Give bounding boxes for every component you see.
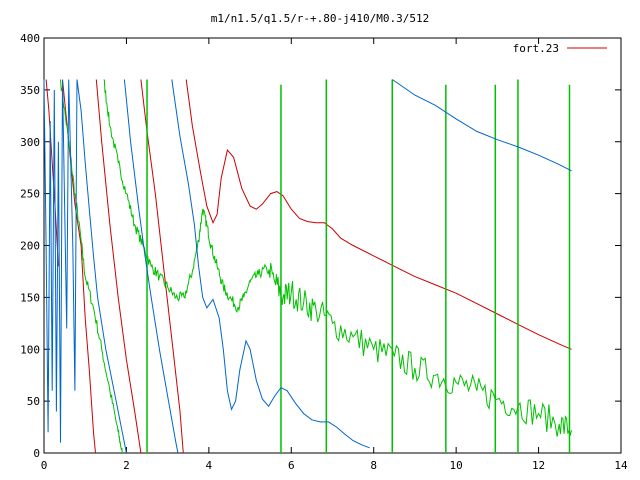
plot-frame: [43, 37, 622, 454]
y-tick-label: 350: [20, 84, 40, 97]
y-tick-label: 400: [20, 32, 40, 45]
legend-label: fort.23: [513, 42, 559, 55]
x-tick-label: 12: [532, 459, 545, 472]
x-tick-label: 6: [288, 459, 295, 472]
series-line: [103, 79, 572, 437]
series-line: [76, 79, 127, 454]
series-2: [43, 79, 572, 454]
y-tick-label: 150: [20, 291, 40, 304]
series-line: [392, 79, 572, 172]
x-tick-label: 10: [450, 459, 463, 472]
series-line: [95, 79, 142, 454]
series-0: [45, 79, 572, 454]
series-line: [123, 79, 179, 454]
y-tick-label: 300: [20, 136, 40, 149]
chart-title: m1/n1.5/q1.5/r-+.80-j410/M0.3/512: [211, 12, 430, 25]
axes: 0 2 4 6 8 10 12 14 0 50 100 150 200 250 300 350 400: [20, 32, 628, 472]
y-tick-label: 250: [20, 188, 40, 201]
y-tick-label: 50: [27, 395, 40, 408]
series-line: [171, 79, 370, 449]
series-layer: [43, 79, 572, 454]
series-1: [60, 79, 572, 454]
x-tick-label: 14: [614, 459, 628, 472]
x-tick-label: 0: [41, 459, 48, 472]
y-tick-label: 0: [33, 447, 40, 460]
x-tick-label: 2: [123, 459, 130, 472]
y-tick-label: 100: [20, 343, 40, 356]
series-line: [185, 79, 572, 350]
x-tick-label: 4: [206, 459, 213, 472]
series-line: [45, 79, 59, 267]
series-line: [43, 79, 78, 443]
x-tick-label: 8: [370, 459, 377, 472]
y-tick-label: 200: [20, 240, 40, 253]
legend: fort.23: [513, 42, 607, 55]
series-line: [60, 79, 123, 454]
